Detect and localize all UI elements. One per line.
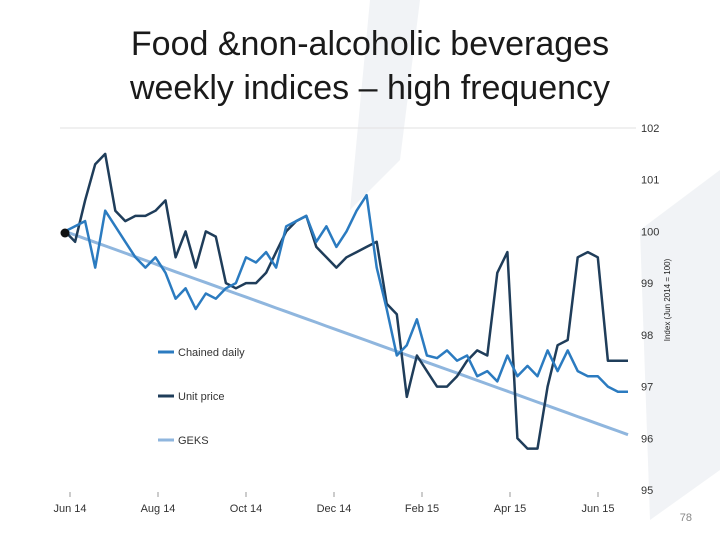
x-tick-label: Aug 14 [141, 503, 176, 515]
series-line-chained-daily [64, 193, 628, 393]
slide-title: Food &non-alcoholic beverages weekly ind… [60, 22, 680, 110]
y-tick-label: 100 [641, 226, 659, 238]
series-line-geks [64, 229, 629, 437]
y-tick-label: 98 [641, 330, 653, 342]
x-axis-ticks: Jun 14 Aug 14 Oct 14 Dec 14 Feb 15 Apr 15 Jun … [53, 492, 615, 515]
slide-title-line2: weekly indices – high frequency [129, 69, 611, 107]
x-tick-label: Jun 15 [581, 503, 614, 515]
watermark-stroke-right [640, 170, 720, 520]
x-tick-label: Dec 14 [317, 503, 352, 515]
x-tick-label: Feb 15 [405, 503, 439, 515]
slide-title-line1: Food &non-alcoholic beverages [130, 25, 610, 63]
y-tick-label: 95 [641, 485, 653, 497]
x-tick-label: Apr 15 [494, 503, 526, 515]
watermark-stroke-left [350, 0, 420, 210]
y-tick-label: 96 [641, 433, 653, 445]
legend-label: Unit price [178, 391, 224, 403]
x-tick-label: Jun 14 [53, 503, 86, 515]
legend-label: GEKS [178, 435, 209, 447]
series-line-unit-price [64, 152, 628, 450]
legend: Chained daily Unit price GEKS [158, 347, 245, 447]
x-tick-label: Oct 14 [230, 503, 262, 515]
y-axis-label: Index (Jun 2014 = 100) [663, 258, 672, 341]
y-tick-label: 101 [641, 175, 659, 187]
y-tick-label: 99 [641, 278, 653, 290]
legend-box [148, 326, 264, 452]
start-marker [60, 228, 70, 238]
legend-label: Chained daily [178, 347, 245, 359]
y-tick-label: 97 [641, 382, 653, 394]
y-axis-ticks: 95 96 97 98 99 100 101 102 [641, 123, 659, 497]
y-tick-label: 102 [641, 123, 659, 135]
series-layer [64, 152, 629, 450]
page-number: 78 [679, 512, 692, 524]
